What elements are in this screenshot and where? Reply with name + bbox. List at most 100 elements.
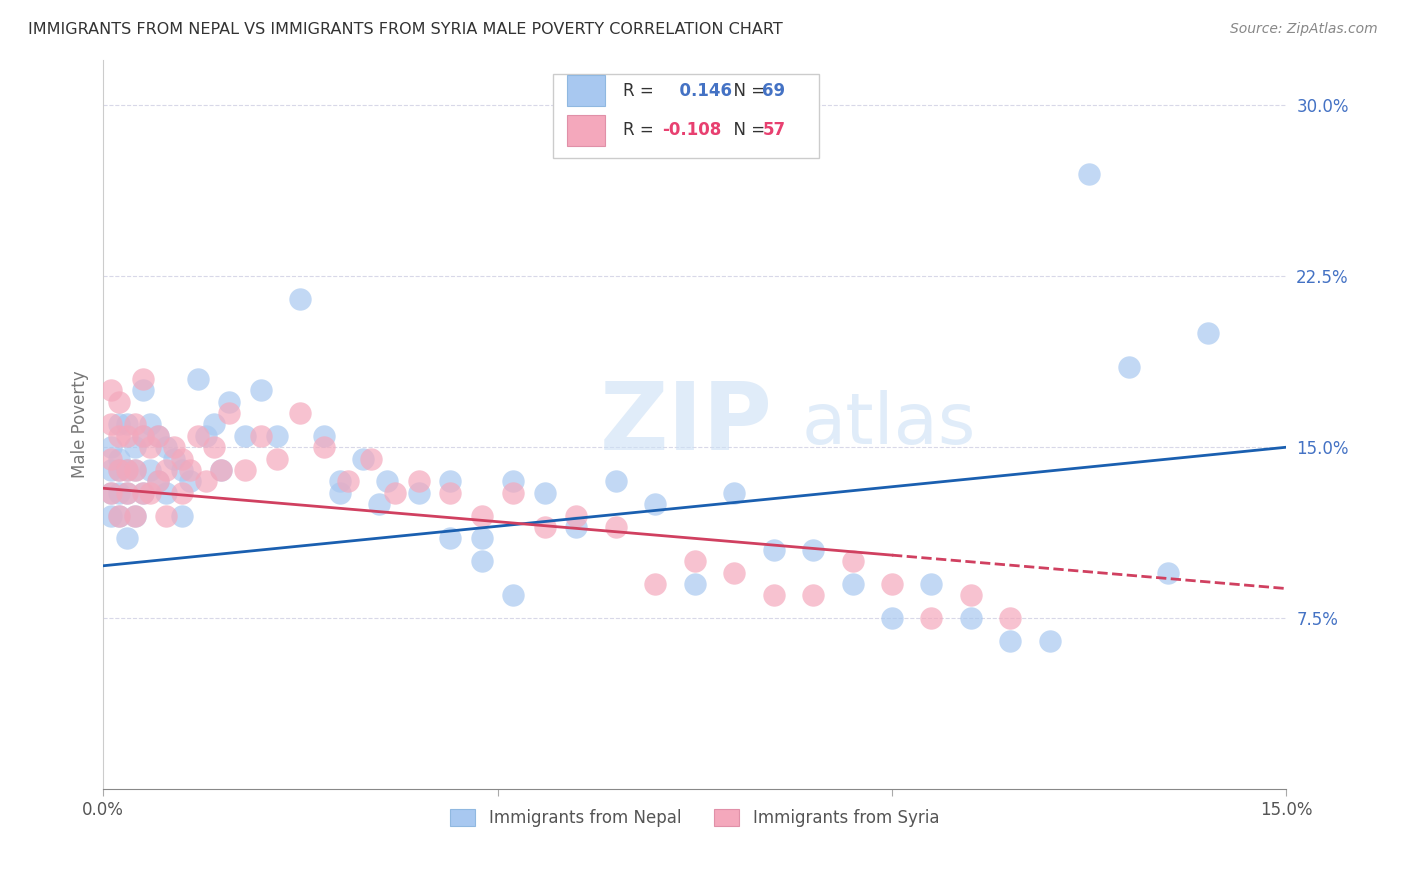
Point — [131, 429, 153, 443]
Point — [723, 566, 745, 580]
Text: N =: N = — [723, 121, 770, 139]
Y-axis label: Male Poverty: Male Poverty — [72, 370, 89, 478]
Text: IMMIGRANTS FROM NEPAL VS IMMIGRANTS FROM SYRIA MALE POVERTY CORRELATION CHART: IMMIGRANTS FROM NEPAL VS IMMIGRANTS FROM… — [28, 22, 783, 37]
Point — [250, 429, 273, 443]
Point — [170, 451, 193, 466]
Point — [723, 485, 745, 500]
Text: 0.146: 0.146 — [668, 82, 731, 100]
Point — [124, 440, 146, 454]
Point — [408, 485, 430, 500]
Point — [170, 508, 193, 523]
Text: atlas: atlas — [801, 390, 976, 458]
Point — [1118, 360, 1140, 375]
Text: R =: R = — [623, 121, 654, 139]
Point — [683, 577, 706, 591]
Point — [100, 440, 122, 454]
Point — [841, 577, 863, 591]
Legend: Immigrants from Nepal, Immigrants from Syria: Immigrants from Nepal, Immigrants from S… — [441, 801, 948, 836]
Point — [762, 589, 785, 603]
Point — [155, 440, 177, 454]
Point — [100, 508, 122, 523]
Point — [139, 463, 162, 477]
Point — [353, 451, 375, 466]
Point — [801, 542, 824, 557]
Point — [250, 383, 273, 397]
Point — [115, 463, 138, 477]
Point — [108, 429, 131, 443]
Point — [290, 406, 312, 420]
Point — [100, 383, 122, 397]
Point — [108, 394, 131, 409]
Point — [960, 611, 983, 625]
Bar — [567, 76, 605, 106]
Point — [100, 485, 122, 500]
Text: 69: 69 — [762, 82, 786, 100]
FancyBboxPatch shape — [553, 74, 820, 158]
Point — [124, 463, 146, 477]
Point — [360, 451, 382, 466]
Point — [108, 508, 131, 523]
Point — [115, 463, 138, 477]
Point — [179, 475, 201, 489]
Point — [100, 417, 122, 432]
Point — [100, 463, 122, 477]
Point — [439, 532, 461, 546]
Point — [920, 611, 942, 625]
Point — [1000, 634, 1022, 648]
Point — [471, 554, 494, 568]
Point — [115, 429, 138, 443]
Point — [471, 532, 494, 546]
Point — [148, 429, 170, 443]
Point — [880, 611, 903, 625]
Point — [683, 554, 706, 568]
Point — [1157, 566, 1180, 580]
Point — [1000, 611, 1022, 625]
Point — [312, 429, 335, 443]
Point — [211, 463, 233, 477]
Text: 57: 57 — [762, 121, 786, 139]
Point — [605, 520, 627, 534]
Point — [502, 485, 524, 500]
Point — [187, 372, 209, 386]
Point — [218, 406, 240, 420]
Point — [266, 451, 288, 466]
Point — [960, 589, 983, 603]
Point — [148, 429, 170, 443]
Point — [124, 508, 146, 523]
Point — [211, 463, 233, 477]
Point — [131, 485, 153, 500]
Point — [155, 463, 177, 477]
Point — [131, 383, 153, 397]
Point — [179, 463, 201, 477]
Point — [312, 440, 335, 454]
Text: ZIP: ZIP — [600, 378, 773, 470]
Bar — [567, 115, 605, 145]
Point — [1197, 326, 1219, 341]
Point — [762, 542, 785, 557]
Point — [502, 589, 524, 603]
Point — [1039, 634, 1062, 648]
Point — [384, 485, 406, 500]
Point — [439, 485, 461, 500]
Text: R =: R = — [623, 82, 654, 100]
Point — [108, 485, 131, 500]
Point — [565, 508, 588, 523]
Point — [108, 463, 131, 477]
Point — [100, 451, 122, 466]
Point — [644, 577, 666, 591]
Point — [163, 440, 186, 454]
Point — [139, 417, 162, 432]
Point — [408, 475, 430, 489]
Point — [194, 475, 217, 489]
Point — [139, 485, 162, 500]
Point — [108, 463, 131, 477]
Point — [115, 485, 138, 500]
Point — [108, 451, 131, 466]
Text: -0.108: -0.108 — [662, 121, 721, 139]
Point — [108, 417, 131, 432]
Point — [218, 394, 240, 409]
Point — [801, 589, 824, 603]
Point — [131, 485, 153, 500]
Point — [155, 508, 177, 523]
Point — [290, 292, 312, 306]
